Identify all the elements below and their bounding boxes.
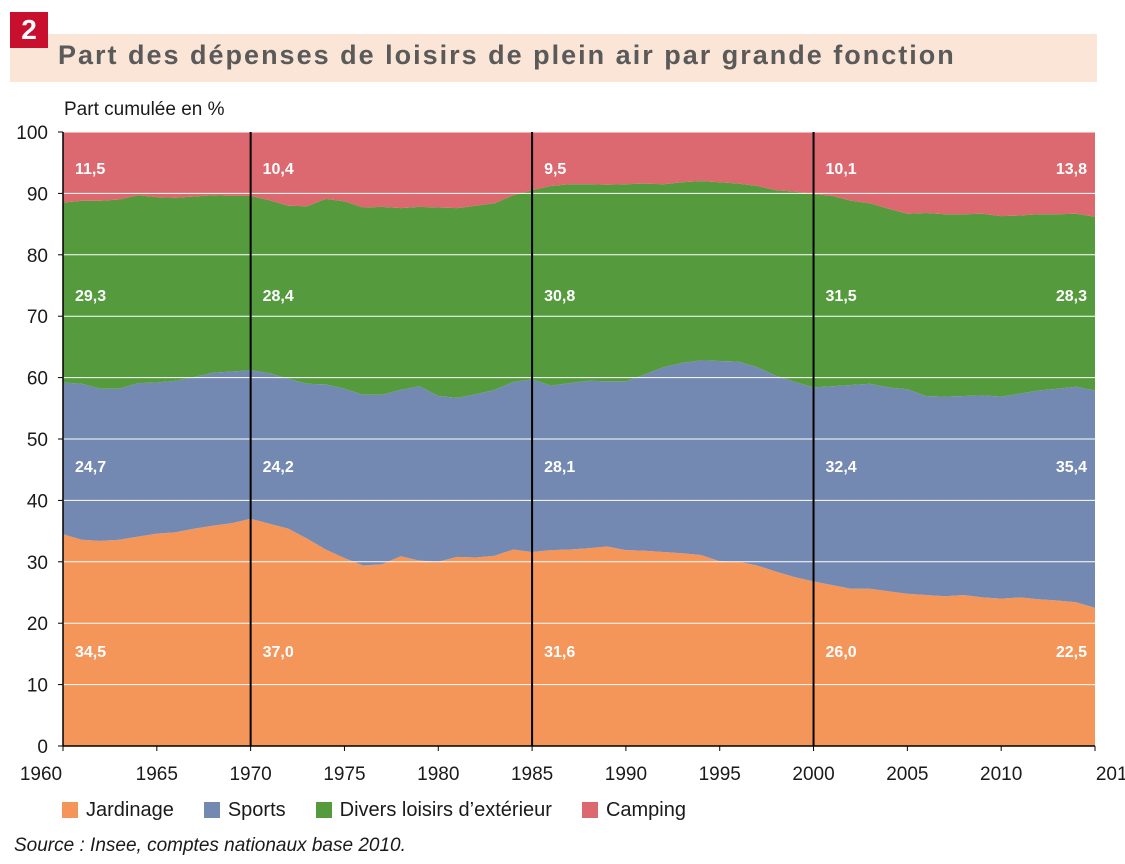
x-tick-label: 1975 — [323, 764, 365, 785]
legend: Jardinage Sports Divers loisirs d’extéri… — [62, 798, 716, 822]
x-tick-label: 2010 — [980, 764, 1022, 785]
chart-title: Part des dépenses de loisirs de plein ai… — [58, 40, 956, 70]
axes: 0 10 20 30 40 50 60 70 80 90 100 1960 1965 1970 1975 19… — [16, 123, 1125, 785]
data-label: 31,6 — [544, 644, 575, 661]
x-tick-label: 2000 — [792, 764, 834, 785]
y-tick-label: 90 — [27, 184, 48, 205]
y-tick-label: 100 — [16, 123, 48, 144]
y-tick-label: 70 — [27, 307, 48, 328]
legend-item-divers: Divers loisirs d’extérieur — [315, 798, 552, 822]
data-label: 22,5 — [1056, 644, 1087, 661]
data-label: 28,3 — [1056, 288, 1087, 305]
stacked-area-chart: 0 10 20 30 40 50 60 70 80 90 100 1960 1965 1970 1975 19… — [16, 123, 1125, 785]
x-tick-label: 2005 — [886, 764, 928, 785]
x-tick-label: 1995 — [699, 764, 741, 785]
legend-item-sports: Sports — [203, 798, 286, 822]
data-label: 10,1 — [826, 161, 857, 178]
data-label: 37,0 — [263, 644, 294, 661]
data-label: 26,0 — [826, 644, 857, 661]
y-tick-label: 0 — [37, 737, 48, 758]
legend-swatch-jardinage — [62, 802, 78, 818]
legend-swatch-sports — [203, 802, 220, 818]
data-labels: 34,5 24,7 29,3 11,5 37,0 24,2 28,4 10,4 31,6 28,1… — [75, 161, 1087, 661]
y-tick-label: 40 — [27, 491, 48, 512]
y-axis-label: Part cumulée en % — [64, 99, 225, 120]
y-tick-label: 10 — [27, 676, 48, 697]
data-label: 28,4 — [263, 288, 294, 305]
area-jardinage — [63, 518, 1095, 746]
gridlines — [63, 131, 1095, 686]
title-band — [10, 34, 1097, 82]
data-label: 32,4 — [826, 459, 857, 476]
y-tick-label: 60 — [27, 369, 48, 390]
figure-number-badge: 2 — [10, 12, 48, 48]
area-divers — [63, 181, 1095, 398]
legend-label-camping: Camping — [605, 798, 686, 821]
data-label: 13,8 — [1056, 161, 1087, 178]
y-tick-label: 80 — [27, 246, 48, 267]
x-tick-label: 1970 — [229, 764, 271, 785]
data-label: 24,2 — [263, 459, 294, 476]
data-label: 9,5 — [544, 161, 566, 178]
data-label: 28,1 — [544, 459, 575, 476]
x-tick-label: 1990 — [605, 764, 647, 785]
area-camping — [63, 132, 1095, 217]
area-series-group — [63, 132, 1095, 746]
legend-label-divers: Divers loisirs d’extérieur — [339, 798, 552, 821]
data-label: 34,5 — [75, 644, 106, 661]
data-label: 29,3 — [75, 288, 106, 305]
data-label: 10,4 — [263, 161, 294, 178]
data-label: 11,5 — [75, 161, 105, 178]
y-tick-label: 50 — [27, 430, 48, 451]
data-label: 24,7 — [75, 459, 106, 476]
legend-item-camping: Camping — [581, 798, 686, 822]
x-tick-label: 1965 — [136, 764, 178, 785]
legend-label-jardinage: Jardinage — [86, 798, 174, 821]
data-label: 35,4 — [1056, 459, 1087, 476]
legend-swatch-camping — [581, 802, 598, 818]
x-tick-label: 1985 — [511, 764, 553, 785]
x-tick-label: 2015 — [1096, 764, 1125, 785]
data-label: 31,5 — [826, 288, 857, 305]
x-tick-label: 1980 — [417, 764, 459, 785]
legend-item-jardinage: Jardinage — [62, 799, 174, 822]
legend-swatch-divers — [315, 802, 332, 818]
vertical-markers — [249, 132, 815, 746]
legend-label-sports: Sports — [227, 798, 286, 821]
source-note: Source : Insee, comptes nationaux base 2… — [14, 835, 406, 856]
x-tick-label: 1960 — [20, 764, 62, 785]
y-tick-label: 20 — [27, 614, 48, 635]
area-sports — [63, 360, 1095, 608]
y-tick-label: 30 — [27, 553, 48, 574]
data-label: 30,8 — [544, 288, 575, 305]
